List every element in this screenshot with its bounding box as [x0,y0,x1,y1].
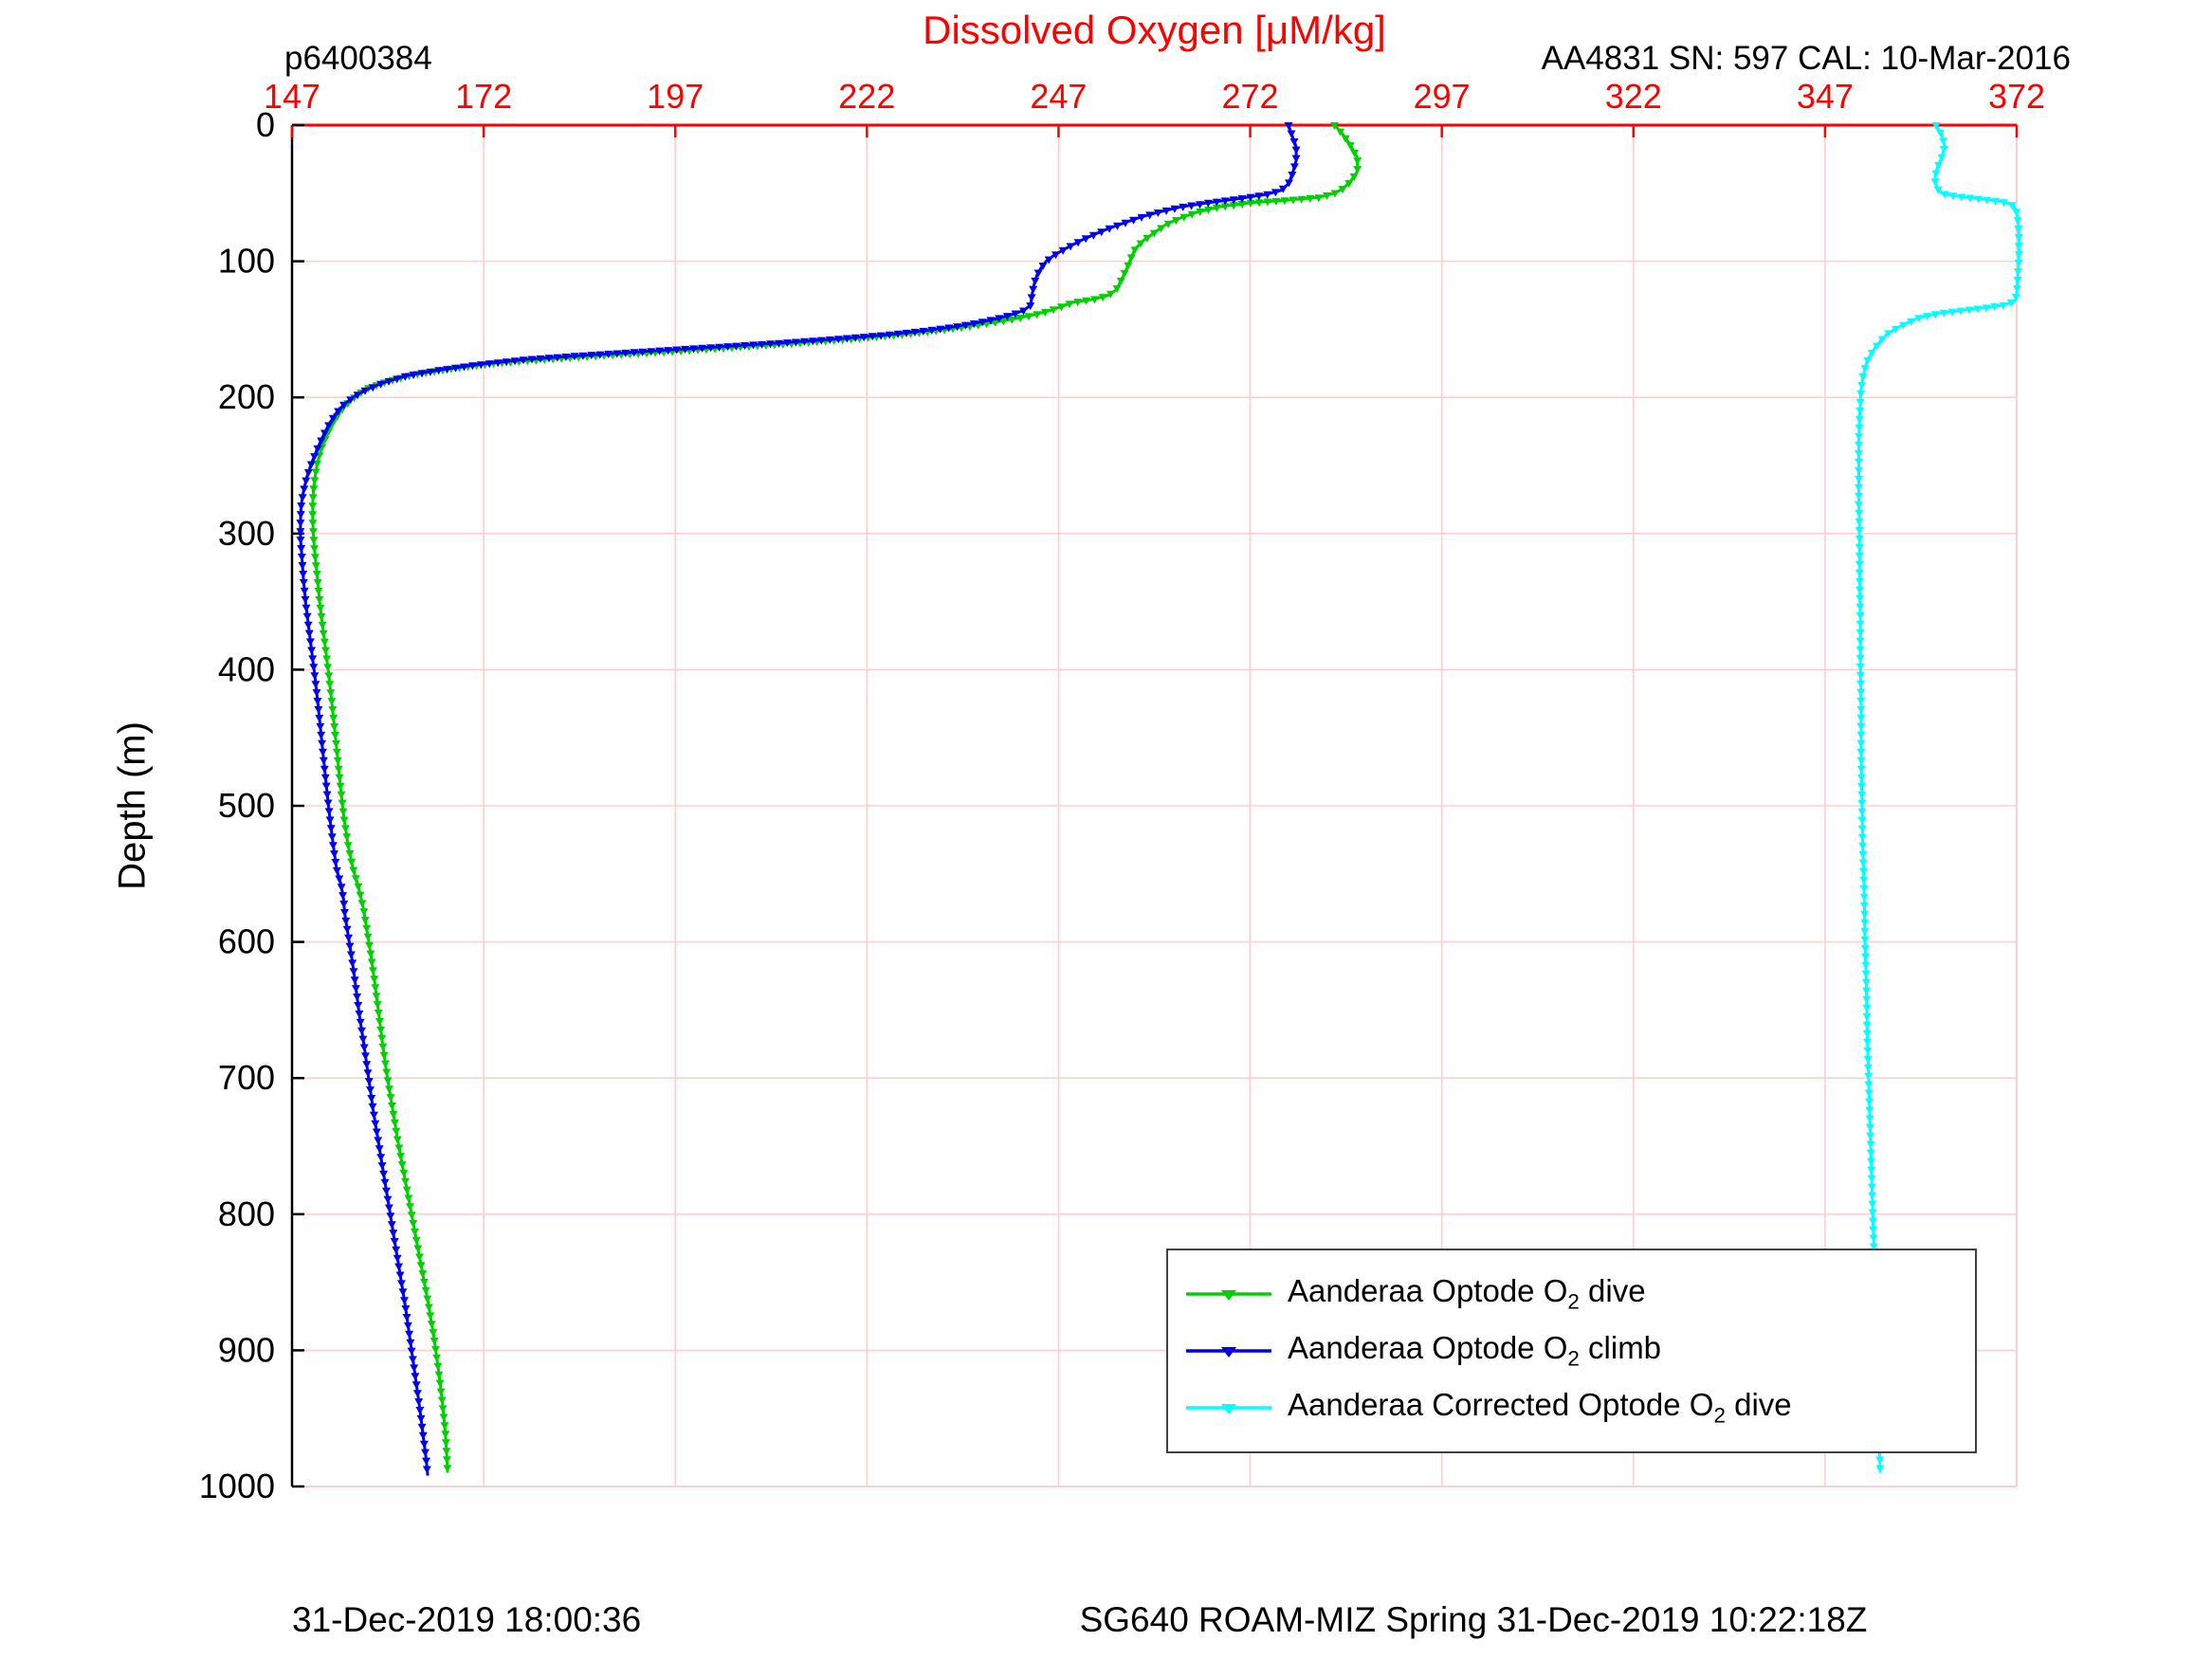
legend-label-dive: Aanderaa Optode O2 dive [1288,1273,1646,1314]
y-tick-label: 300 [218,514,275,553]
x-tick-label: 172 [455,77,512,116]
x-tick-label: 247 [1030,77,1087,116]
y-tick-label: 200 [218,377,275,416]
y-tick-label: 400 [218,649,275,688]
legend-label-climb: Aanderaa Optode O2 climb [1288,1330,1662,1371]
legend-label-corrected-dive: Aanderaa Corrected Optode O2 dive [1288,1387,1792,1428]
sensor-info-label: AA4831 SN: 597 CAL: 10-Mar-2016 [1541,40,2071,77]
y-tick-label: 900 [218,1330,275,1369]
y-tick-label: 100 [218,242,275,281]
y-tick-label: 500 [218,786,275,825]
footer-caption: SG640 ROAM-MIZ Spring 31-Dec-2019 10:22:… [1079,1600,1868,1639]
legend-item-climb: Aanderaa Optode O2 climb [1183,1330,1965,1372]
dive-id-label: p6400384 [284,40,432,77]
series-climb-markers [296,122,1301,1474]
legend-item-corrected-dive: Aanderaa Corrected Optode O2 dive [1183,1387,1965,1429]
dive-line-sample-icon [1186,1290,1271,1302]
x-tick-label: 147 [264,77,320,116]
x-tick-label: 372 [1988,77,2045,116]
x-tick-label: 197 [647,77,704,116]
y-tick-label: 700 [218,1058,275,1097]
footer-timestamp: 31-Dec-2019 18:00:36 [292,1600,642,1639]
y-tick-label: 0 [256,105,275,144]
climb-line-sample-icon [1186,1346,1271,1358]
y-tick-label: 800 [218,1194,275,1233]
x-tick-label: 272 [1222,77,1279,116]
x-tick-label: 347 [1797,77,1854,116]
chart-title: Dissolved Oxygen [μM/kg] [923,8,1386,52]
corrected-dive-line-sample-icon [1186,1403,1271,1414]
y-tick-label: 600 [218,922,275,961]
x-tick-label: 297 [1414,77,1471,116]
series-climb-line [299,124,1298,1476]
legend-item-dive: Aanderaa Optode O2 dive [1183,1273,1965,1315]
x-tick-label: 322 [1605,77,1662,116]
y-tick-label: 1000 [199,1467,275,1505]
x-tick-label: 222 [838,77,895,116]
legend: Aanderaa Optode O2 dive Aanderaa Optode … [1166,1249,1977,1453]
